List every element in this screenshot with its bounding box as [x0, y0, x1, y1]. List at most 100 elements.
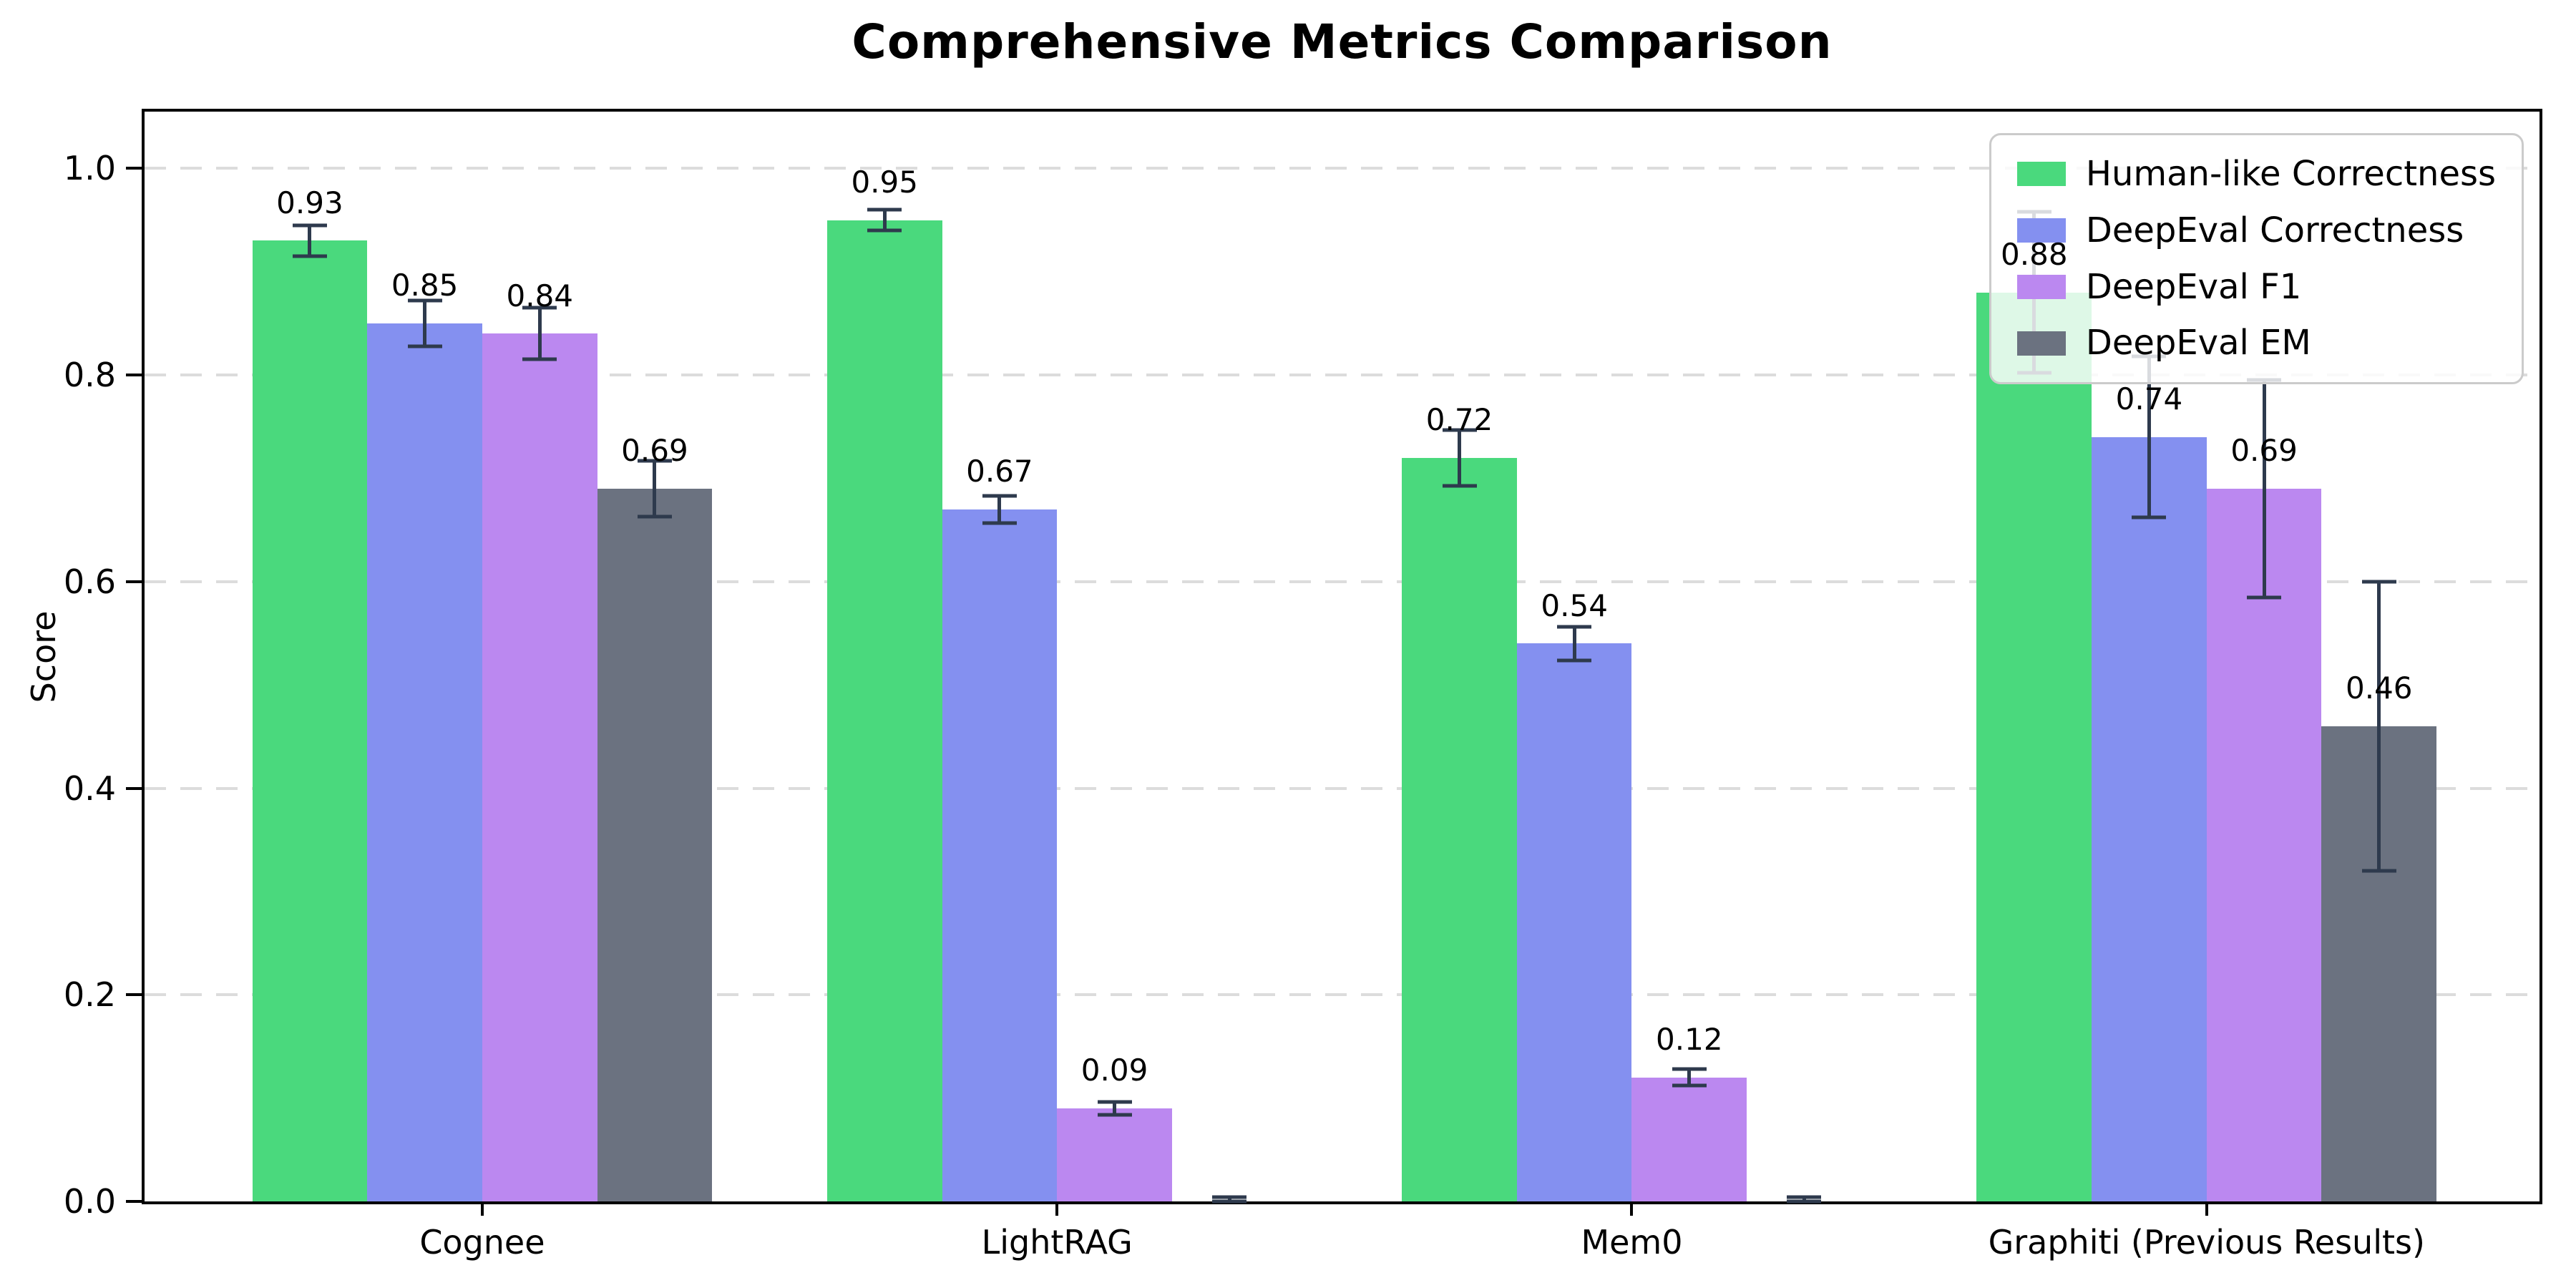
legend-swatch-icon — [2016, 218, 2066, 243]
error-bar-line — [2147, 356, 2151, 518]
chart-title: Comprehensive Metrics Comparison — [852, 14, 1833, 69]
x-tick-label-mem0: Mem0 — [1581, 1223, 1683, 1262]
error-bar-line — [1687, 1069, 1692, 1086]
bar-value-label: 0.93 — [276, 185, 343, 220]
bar-deepeval-f1-group-3 — [1631, 1077, 1747, 1201]
error-bar-cap — [637, 459, 672, 463]
error-bar-cap — [1557, 625, 1592, 629]
error-bar-cap — [1672, 1067, 1707, 1071]
error-bar-cap — [2361, 580, 2396, 584]
error-bar-cap — [1442, 484, 1477, 488]
error-bar-line — [308, 225, 312, 257]
legend-entry: Human-like Correctness — [2016, 154, 2496, 194]
error-bar-cap — [522, 306, 557, 310]
bar-value-label: 0.88 — [2001, 236, 2068, 272]
error-bar-cap — [1787, 1199, 1822, 1204]
error-bar-cap — [292, 223, 327, 228]
error-bar-cap — [2132, 515, 2167, 519]
bar-human-like-correctness-group-1 — [252, 240, 368, 1201]
bar-value-label: 0.72 — [1425, 401, 1493, 437]
y-tick-label: 0.0 — [63, 1182, 116, 1221]
bar-human-like-correctness-group-3 — [1402, 457, 1517, 1201]
bar-deepeval-f1-group-2 — [1057, 1108, 1172, 1201]
bar-value-label: 0.09 — [1080, 1053, 1148, 1088]
gridline-y-0.8 — [145, 374, 2540, 377]
x-tick-mark — [2205, 1201, 2208, 1216]
legend: Human-like Correctness DeepEval Correctne… — [1989, 133, 2524, 385]
bar-value-label: 0.69 — [2230, 433, 2298, 469]
error-bar-line — [1113, 1102, 1117, 1115]
y-tick-label: 0.8 — [63, 356, 116, 395]
bar-deepeval-em-group-1 — [597, 488, 713, 1201]
bar-value-label: 0.74 — [2115, 381, 2183, 416]
legend-entry-label: DeepEval F1 — [2085, 266, 2302, 307]
error-bar-cap — [2361, 869, 2396, 873]
error-bar-line — [882, 210, 887, 231]
bar-value-label: 0.54 — [1541, 587, 1608, 623]
error-bar-cap — [867, 208, 902, 212]
legend-swatch-icon — [2016, 274, 2066, 299]
error-bar-line — [2262, 380, 2266, 597]
error-bar-line — [1802, 1197, 1806, 1201]
error-bar-line — [537, 308, 542, 360]
bar-value-label: 0.69 — [621, 433, 688, 469]
gridline-y-0.4 — [145, 786, 2540, 790]
y-tick-mark — [126, 580, 142, 583]
y-tick-label: 0.2 — [63, 975, 116, 1015]
legend-entry: DeepEval Correctness — [2016, 210, 2496, 250]
x-tick-mark — [1055, 1201, 1059, 1216]
plot-area: Score Human-like Correctness DeepEval Cor… — [24, 109, 2542, 1259]
bar-value-label: 0.67 — [966, 454, 1033, 489]
legend-swatch-icon — [2016, 331, 2066, 356]
error-bar-cap — [292, 254, 327, 258]
error-bar-cap — [982, 494, 1017, 498]
bar-deepeval-correctness-group-3 — [1516, 643, 1632, 1201]
y-tick-mark — [126, 374, 142, 377]
y-tick-mark — [126, 786, 142, 790]
error-bar-cap — [637, 514, 672, 519]
bar-value-label: 0.85 — [391, 268, 459, 303]
error-bar-line — [1458, 429, 1461, 486]
x-tick-label-lightrag: LightRAG — [981, 1223, 1133, 1262]
error-bar-cap — [982, 521, 1017, 525]
bar-deepeval-f1-group-4 — [2206, 488, 2322, 1201]
legend-entry-label: DeepEval Correctness — [2085, 210, 2464, 250]
y-tick-mark — [126, 167, 142, 170]
y-axis-title: Score — [24, 610, 63, 703]
gridline-y-0.6 — [145, 580, 2540, 583]
y-tick-label: 0.4 — [63, 769, 116, 808]
error-bar-cap — [1097, 1100, 1132, 1104]
legend-entry-label: Human-like Correctness — [2085, 154, 2496, 194]
error-bar-line — [423, 301, 427, 346]
y-tick-label: 0.6 — [63, 562, 116, 601]
bar-value-label: 0.95 — [851, 164, 918, 200]
bar-human-like-correctness-group-4 — [1976, 292, 2092, 1201]
bar-deepeval-f1-group-1 — [482, 333, 597, 1201]
bar-deepeval-correctness-group-4 — [2092, 436, 2207, 1201]
bar-deepeval-correctness-group-1 — [367, 323, 482, 1201]
error-bar-cap — [522, 357, 557, 361]
bar-value-label: 0.46 — [2345, 670, 2413, 706]
error-bar-cap — [407, 344, 442, 348]
x-tick-mark — [480, 1201, 484, 1216]
x-tick-mark — [1630, 1201, 1634, 1216]
error-bar-cap — [2247, 595, 2282, 599]
legend-entry: DeepEval EM — [2016, 324, 2496, 362]
bar-deepeval-correctness-group-2 — [942, 509, 1058, 1201]
error-bar-cap — [407, 298, 442, 303]
gridline-y-0.2 — [145, 993, 2540, 997]
error-bar-cap — [1787, 1195, 1822, 1199]
legend-entry: DeepEval F1 — [2016, 266, 2496, 307]
legend-swatch-icon — [2016, 162, 2066, 187]
error-bar-cap — [1672, 1083, 1707, 1088]
error-bar-line — [997, 496, 1002, 523]
gridline-y-1.0 — [145, 167, 2540, 170]
bar-value-label: 0.12 — [1656, 1022, 1723, 1058]
y-tick-label: 1.0 — [63, 149, 116, 188]
y-tick-mark — [126, 993, 142, 997]
error-bar-cap — [1097, 1113, 1132, 1117]
error-bar-line — [1227, 1197, 1231, 1201]
error-bar-line — [1572, 627, 1576, 660]
bar-value-label: 0.84 — [506, 278, 574, 313]
